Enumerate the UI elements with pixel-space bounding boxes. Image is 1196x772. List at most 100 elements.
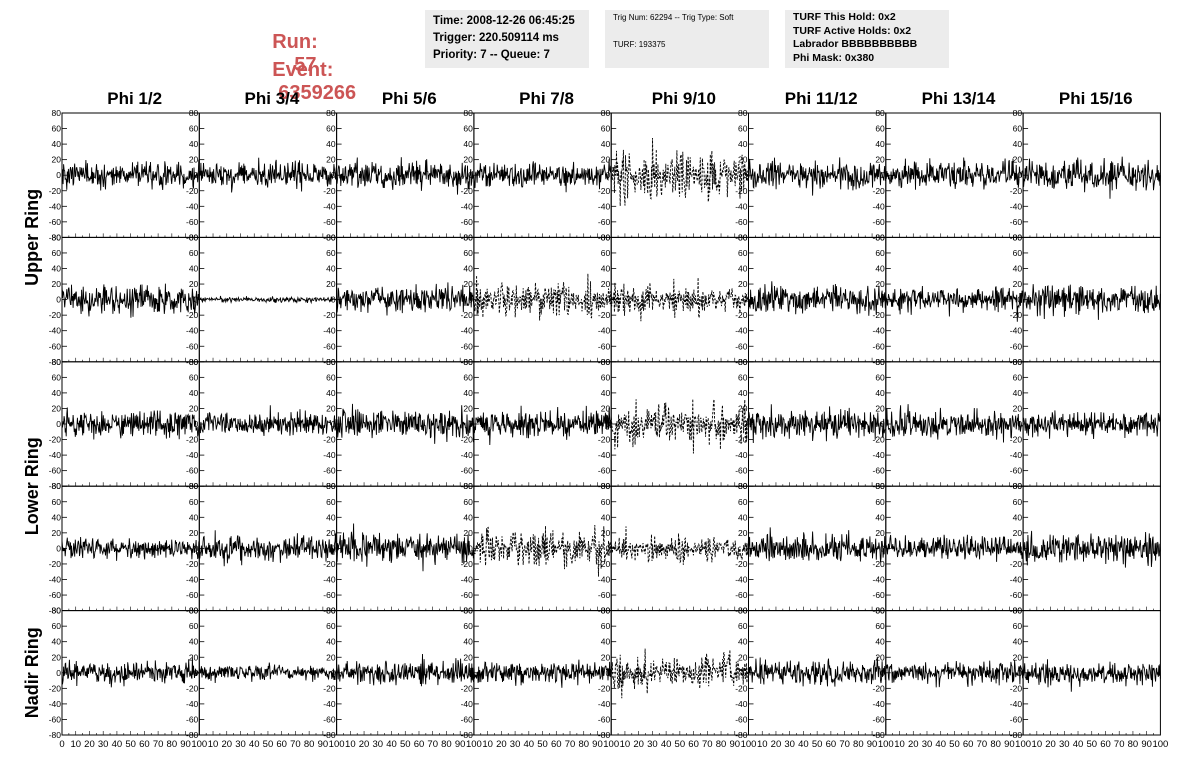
x-tick-label-c6-100: 100 — [878, 739, 894, 750]
y-tick-label-r2-c7-40: 40 — [875, 264, 885, 274]
y-tick-label-r4-c8-60: 60 — [1013, 497, 1023, 507]
y-tick-label-r1-c8--60: -60 — [1010, 217, 1023, 227]
y-tick-label-r3-c1--20: -20 — [49, 435, 62, 445]
y-tick-label-r4-c6-40: 40 — [738, 512, 748, 522]
y-tick-label-r5-c6--20: -20 — [735, 683, 748, 693]
y-tick-label-r5-c3--80: -80 — [323, 730, 336, 740]
x-tick-label-c3-10: 10 — [345, 739, 356, 750]
x-tick-label-c2-40: 40 — [249, 739, 260, 750]
y-tick-label-r1-c7--40: -40 — [873, 201, 886, 211]
y-tick-label-r5-c6-40: 40 — [738, 637, 748, 647]
y-tick-label-r2-c2--20: -20 — [186, 310, 199, 320]
x-tick-label-c7-80: 80 — [990, 739, 1001, 750]
y-tick-label-r2-c4-80: 80 — [463, 232, 473, 242]
y-tick-label-r2-c2-40: 40 — [189, 264, 199, 274]
y-tick-label-r3-c8-20: 20 — [1013, 403, 1023, 413]
y-tick-label-r1-c8--20: -20 — [1010, 186, 1023, 196]
y-tick-label-r3-c3--40: -40 — [323, 450, 336, 460]
x-tick-label-c7-30: 30 — [922, 739, 933, 750]
y-tick-label-r2-c2-60: 60 — [189, 248, 199, 258]
y-tick-label-r2-c3--40: -40 — [323, 326, 336, 336]
x-tick-label-c1-40: 40 — [112, 739, 123, 750]
y-tick-label-r4-c1-40: 40 — [52, 512, 62, 522]
y-tick-label-r4-c4-20: 20 — [463, 528, 473, 538]
y-tick-label-r5-c2-0: 0 — [194, 668, 199, 678]
y-tick-label-r1-c7-40: 40 — [875, 139, 885, 149]
x-tick-label-c1-50: 50 — [125, 739, 136, 750]
y-tick-label-r2-c7-60: 60 — [875, 248, 885, 258]
y-tick-label-r2-c1--80: -80 — [49, 357, 62, 367]
run-value: 57 — [294, 54, 317, 76]
y-tick-label-r5-c6--80: -80 — [735, 730, 748, 740]
y-tick-label-r5-c6--40: -40 — [735, 699, 748, 709]
turf-active-holds-text: TURF Active Holds: 0x2 — [793, 24, 912, 37]
y-tick-label-r2-c6-40: 40 — [738, 264, 748, 274]
y-tick-label-r4-c1--80: -80 — [49, 606, 62, 616]
y-tick-label-r1-c5--20: -20 — [598, 186, 611, 196]
y-tick-label-r4-c7--40: -40 — [873, 575, 886, 585]
y-tick-label-r3-c6--20: -20 — [735, 435, 748, 445]
priority-queue-text: Priority: 7 -- Queue: 7 — [433, 49, 550, 61]
x-tick-label-c5-40: 40 — [661, 739, 672, 750]
y-tick-label-r3-c1--40: -40 — [49, 450, 62, 460]
time-trigger-box: Time: 2008-12-26 06:45:25 Trigger: 220.5… — [425, 10, 589, 68]
y-tick-label-r4-c5-80: 80 — [601, 481, 611, 491]
y-tick-label-r3-c1-80: 80 — [52, 357, 62, 367]
y-tick-label-r1-c4--20: -20 — [461, 186, 474, 196]
labrador-text: Labrador BBBBBBBBBB — [793, 38, 918, 50]
y-tick-label-r1-c6-80: 80 — [738, 108, 748, 118]
y-tick-label-r3-c4-80: 80 — [463, 357, 473, 367]
y-tick-label-r4-c6--60: -60 — [735, 590, 748, 600]
y-tick-label-r4-c5-60: 60 — [601, 497, 611, 507]
y-tick-label-r4-c8-80: 80 — [1013, 481, 1023, 491]
y-tick-label-r3-c2-80: 80 — [189, 357, 199, 367]
y-tick-label-r4-c2--60: -60 — [186, 590, 199, 600]
x-tick-label-c8-60: 60 — [1100, 739, 1111, 750]
y-tick-label-r4-c3-40: 40 — [326, 512, 336, 522]
y-tick-label-r3-c8-60: 60 — [1013, 372, 1023, 382]
run-event-block: Run: 57 Event: 6359266 — [250, 8, 420, 104]
waveform-trace-r3-c8 — [1022, 410, 1161, 440]
y-tick-label-r5-c2--80: -80 — [186, 730, 199, 740]
event-value: 6359266 — [278, 82, 357, 104]
y-tick-label-r4-c3--20: -20 — [323, 559, 336, 569]
y-tick-label-r2-c6--60: -60 — [735, 341, 748, 351]
waveform-trace-r3-c1 — [61, 407, 200, 440]
x-tick-label-c6-40: 40 — [798, 739, 809, 750]
y-tick-label-r3-c5-80: 80 — [601, 357, 611, 367]
x-tick-label-c3-90: 90 — [455, 739, 466, 750]
y-tick-label-r2-c5--40: -40 — [598, 326, 611, 336]
x-tick-label-c4-20: 20 — [496, 739, 507, 750]
x-tick-label-c2-30: 30 — [235, 739, 246, 750]
y-tick-label-r1-c8-20: 20 — [1013, 155, 1023, 165]
y-tick-label-r5-c1--20: -20 — [49, 683, 62, 693]
y-tick-label-r3-c8--20: -20 — [1010, 435, 1023, 445]
waveform-trace-r1-c3 — [336, 157, 475, 195]
y-tick-label-r4-c7--60: -60 — [873, 590, 886, 600]
y-tick-label-r1-c3--60: -60 — [323, 217, 336, 227]
x-tick-label-c8-20: 20 — [1045, 739, 1056, 750]
x-tick-label-c2-80: 80 — [304, 739, 315, 750]
y-tick-label-r3-c4-60: 60 — [463, 372, 473, 382]
y-tick-label-r2-c3-80: 80 — [326, 232, 336, 242]
y-tick-label-r2-c6-0: 0 — [743, 295, 748, 305]
y-tick-label-r1-c4-80: 80 — [463, 108, 473, 118]
column-title-5: Phi 9/10 — [652, 89, 716, 108]
y-tick-label-r5-c6-60: 60 — [738, 621, 748, 631]
y-tick-label-r3-c5--20: -20 — [598, 435, 611, 445]
waveform-trace-r5-c1 — [61, 657, 200, 688]
waveform-trace-r4-c7 — [885, 534, 1024, 562]
y-tick-label-r4-c5-0: 0 — [605, 543, 610, 553]
x-tick-label-c5-70: 70 — [702, 739, 713, 750]
waveform-trace-r4-c2 — [198, 530, 337, 567]
y-tick-label-r1-c1-80: 80 — [52, 108, 62, 118]
y-tick-label-r3-c2--60: -60 — [186, 466, 199, 476]
y-tick-label-r5-c1-40: 40 — [52, 637, 62, 647]
y-tick-label-r1-c4-20: 20 — [463, 155, 473, 165]
y-tick-label-r2-c1--40: -40 — [49, 326, 62, 336]
y-tick-label-r4-c7-20: 20 — [875, 528, 885, 538]
y-tick-label-r2-c7-80: 80 — [875, 232, 885, 242]
x-tick-label-c8-50: 50 — [1086, 739, 1097, 750]
waveform-trace-r2-c5 — [610, 277, 749, 322]
y-tick-label-r2-c5-40: 40 — [601, 264, 611, 274]
